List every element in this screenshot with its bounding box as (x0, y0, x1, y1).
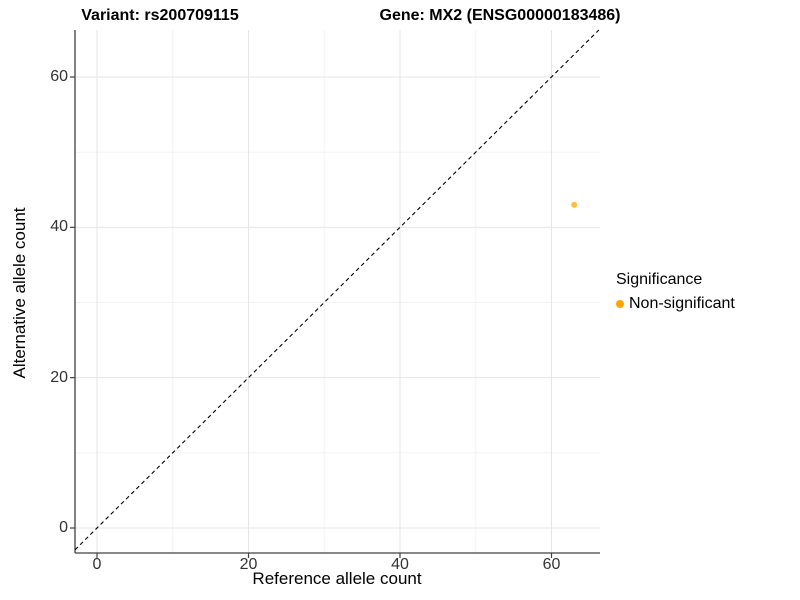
legend-key-dot-icon (616, 300, 624, 308)
y-tick-label: 60 (50, 67, 68, 85)
x-tick-label: 20 (239, 556, 258, 573)
x-axis-label: Reference allele count (252, 569, 422, 588)
y-tick-label: 40 (50, 218, 68, 236)
y-axis-label: Alternative allele count (10, 207, 29, 379)
x-tick-label: 60 (542, 556, 561, 573)
legend-title: Significance (616, 271, 703, 288)
identity-dashed-line (74, 29, 600, 551)
y-tick-label: 0 (59, 519, 68, 536)
plot-title-gene: Gene: MX2 (ENSG00000183486) (379, 7, 621, 24)
legend-item-non-significant: Non-significant (616, 295, 735, 313)
legend-item-label: Non-significant (629, 295, 735, 312)
y-tick-label: 20 (50, 368, 68, 386)
data-point (571, 201, 578, 208)
legend: Significance Non-significant (616, 271, 735, 313)
plot-title-variant: Variant: rs200709115 (81, 7, 239, 24)
x-tick-label: 0 (92, 556, 102, 573)
x-tick-label: 40 (391, 556, 409, 573)
